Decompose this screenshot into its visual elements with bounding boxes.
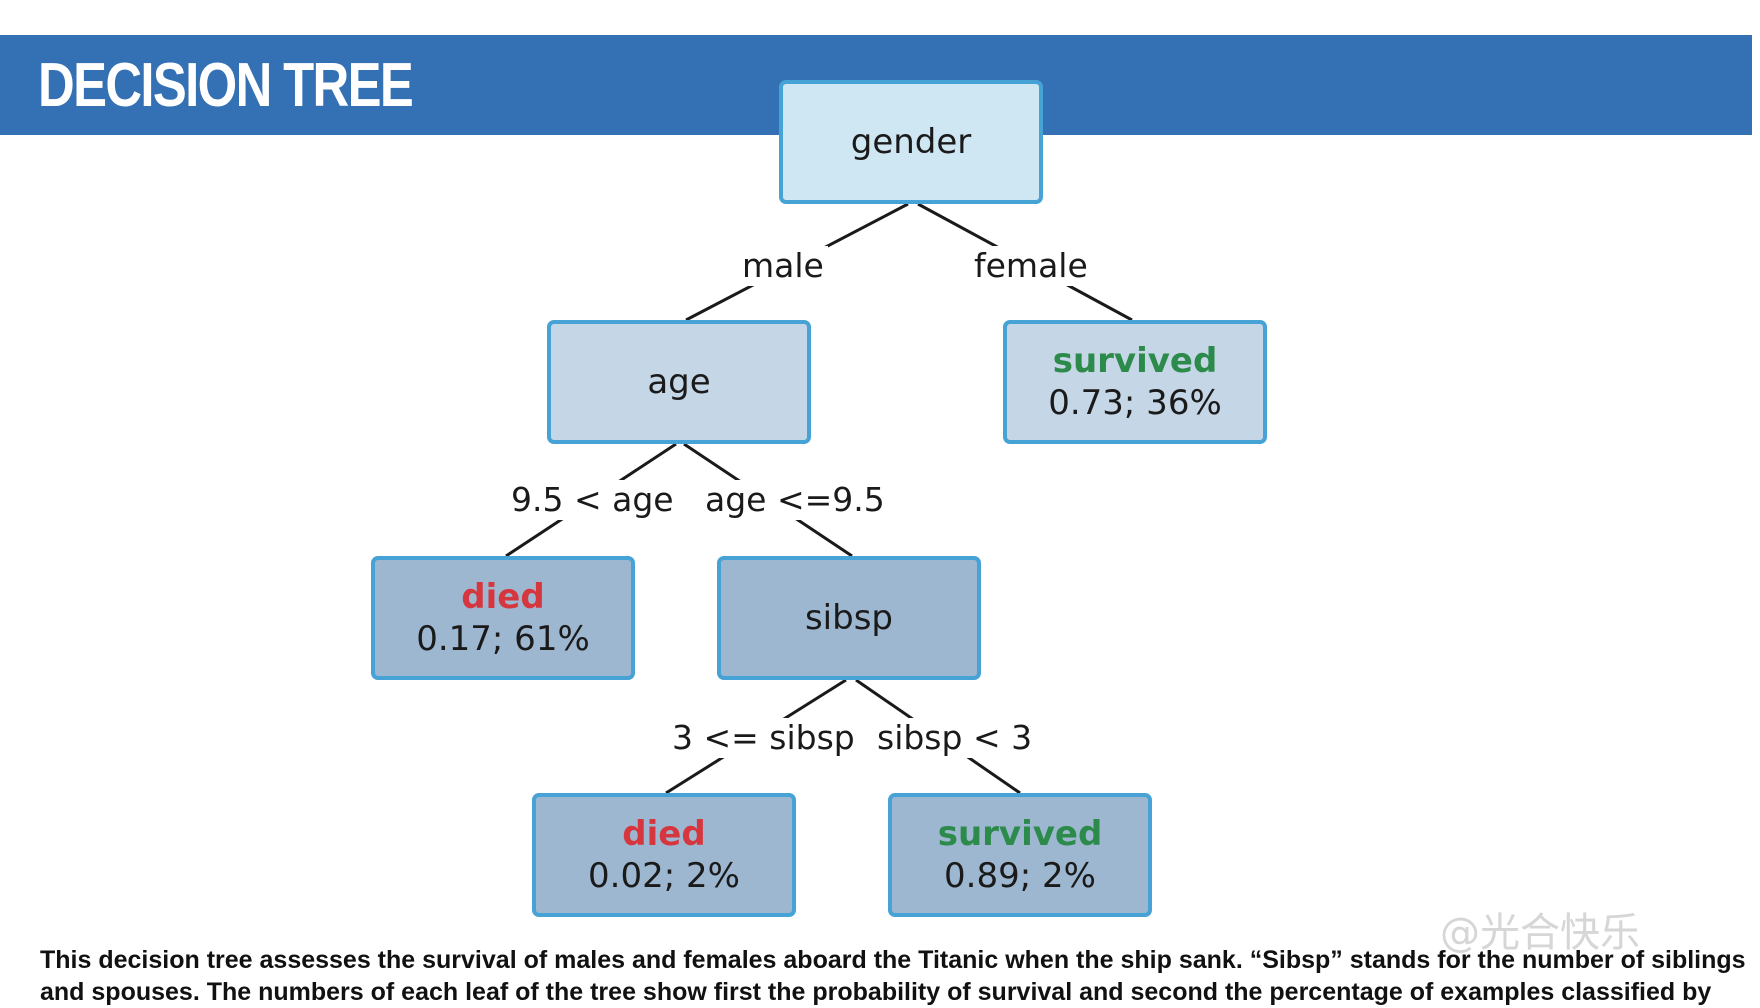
leaf-class: died xyxy=(622,814,706,854)
node-sibsp-label: sibsp xyxy=(804,598,894,638)
leaf-sibsp-died: died 0.02; 2% xyxy=(532,793,796,917)
edge-label-female: female xyxy=(970,246,1092,286)
caption-line-1: This decision tree assesses the survival… xyxy=(40,946,1746,974)
watermark: @光合快乐 xyxy=(1440,910,1640,956)
node-age-label: age xyxy=(647,362,711,402)
leaf-class: survived xyxy=(1052,341,1218,381)
leaf-value: 0.73; 36% xyxy=(1048,383,1222,423)
edge-label-sib-ge: 3 <= sibsp xyxy=(668,718,859,758)
node-gender: gender xyxy=(779,80,1043,204)
page-title: DECISION TREE xyxy=(38,51,414,120)
leaf-age-died: died 0.17; 61% xyxy=(371,556,635,680)
leaf-value: 0.89; 2% xyxy=(944,856,1096,896)
caption-line-2: and spouses. The numbers of each leaf of… xyxy=(40,978,1712,1006)
edge-label-age-gt: 9.5 < age xyxy=(507,480,678,520)
edge-label-age-le: age <=9.5 xyxy=(701,480,889,520)
leaf-sibsp-survived: survived 0.89; 2% xyxy=(888,793,1152,917)
edge-label-sib-lt: sibsp < 3 xyxy=(873,718,1037,758)
node-age: age xyxy=(547,320,811,444)
leaf-class: survived xyxy=(937,814,1103,854)
leaf-value: 0.02; 2% xyxy=(588,856,740,896)
node-gender-label: gender xyxy=(850,122,972,162)
node-sibsp: sibsp xyxy=(717,556,981,680)
edge-label-male: male xyxy=(738,246,828,286)
leaf-class: died xyxy=(461,577,545,617)
leaf-value: 0.17; 61% xyxy=(416,619,590,659)
leaf-female-survived: survived 0.73; 36% xyxy=(1003,320,1267,444)
figure-caption: This decision tree assesses the survival… xyxy=(40,944,1760,1008)
